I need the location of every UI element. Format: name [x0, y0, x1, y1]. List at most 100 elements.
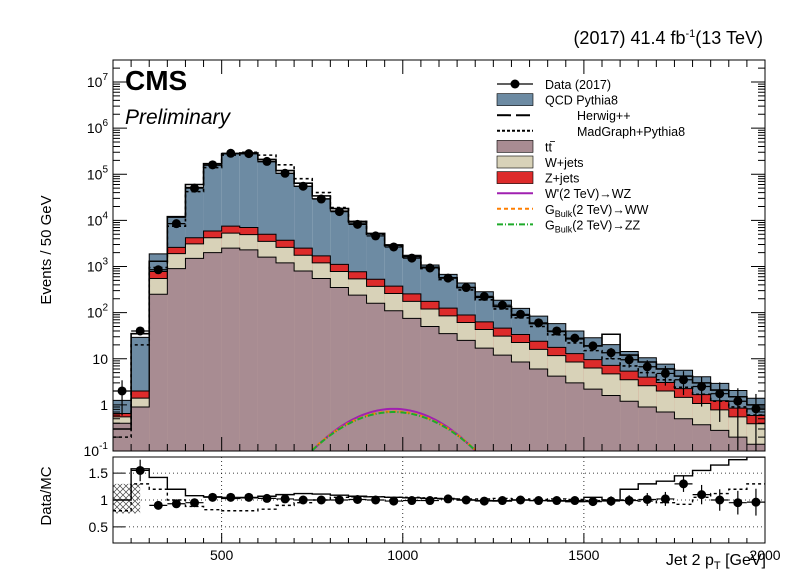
stack-bar-tt — [457, 340, 476, 451]
ratio-herwig-line — [113, 457, 765, 503]
signal-curve-2 — [311, 411, 476, 451]
stack-bar-tt — [221, 248, 240, 451]
stack-outline — [113, 232, 765, 425]
ratio-point — [624, 496, 634, 506]
legend-ttbar-label: tt — [545, 140, 552, 154]
experiment-label: CMS — [125, 65, 187, 96]
ratio-y-tick-label: 1 — [100, 492, 108, 508]
stack-bar-tt — [439, 333, 458, 451]
ratio-point — [407, 496, 417, 506]
data-point — [479, 291, 489, 301]
data-point — [190, 183, 199, 193]
legend-qcd-label: QCD Pythia8 — [545, 94, 618, 108]
legend-signal-label-0: W'(2 TeV)→WZ — [545, 187, 632, 201]
ratio-unc-band — [113, 483, 141, 514]
y-tick-label: 107 — [87, 72, 109, 90]
stack-bar-tt — [294, 270, 313, 451]
ratio-point — [733, 498, 743, 508]
y-tick-label: 104 — [87, 210, 109, 228]
x-tick-label: 500 — [210, 547, 234, 563]
stack-bar-tt — [638, 406, 657, 451]
ratio-point — [697, 490, 707, 500]
stack-bar-tt — [529, 368, 548, 451]
ratio-point — [208, 492, 218, 502]
stack-bar-tt — [402, 318, 421, 451]
stack-bar-tt — [547, 376, 566, 451]
y-tick-label: 103 — [87, 257, 109, 275]
legend-qcd-swatch — [496, 93, 534, 106]
data-point — [353, 219, 362, 229]
legend-data-label: Data (2017) — [545, 78, 611, 92]
data-point — [624, 355, 634, 365]
ratio-point — [298, 495, 308, 505]
y-axis-label: Events / 50 GeV — [38, 195, 55, 304]
stack-bar-tt — [475, 348, 494, 451]
ratio-point — [389, 496, 399, 506]
ratio-point — [371, 495, 381, 505]
stack-bar-tt — [602, 395, 621, 451]
stack-bar-tt — [203, 252, 222, 451]
stack-bar-tt — [656, 412, 675, 451]
stack-bar-tt — [149, 294, 168, 451]
data-point — [389, 242, 399, 252]
data-point — [171, 219, 181, 229]
ratio-point — [516, 495, 525, 505]
stack-bar-tt — [511, 362, 530, 451]
status-label: Preliminary — [125, 106, 232, 129]
main-plot-area — [113, 148, 765, 451]
data-point — [660, 368, 670, 378]
data-point — [443, 273, 453, 283]
ratio-point — [171, 499, 181, 509]
data-point — [280, 168, 290, 178]
ratio-point — [606, 496, 616, 506]
data-point — [642, 362, 652, 372]
ratio-point — [226, 492, 236, 502]
ratio-point — [262, 493, 272, 503]
legend-wjets-label: W+jets — [545, 156, 584, 170]
y-tick-label: 102 — [87, 303, 109, 321]
ratio-point — [353, 494, 362, 504]
ratio-point — [497, 496, 507, 506]
x-tick-label: 1000 — [387, 547, 418, 563]
stack-bar-tt — [692, 424, 711, 451]
stack-bar-tt — [710, 430, 729, 451]
stack-bar-tt — [167, 268, 186, 451]
legend-data-marker — [510, 79, 520, 89]
y-tick-label: 10 — [92, 351, 108, 367]
stack-bar-tt — [330, 287, 349, 451]
data-point — [371, 231, 381, 241]
ratio-point — [443, 494, 453, 504]
data-point — [153, 265, 163, 275]
data-point — [117, 386, 127, 396]
ratio-point — [588, 497, 598, 507]
lumi-exponent: -1 — [686, 28, 696, 40]
data-point — [679, 375, 688, 385]
stack-bar-tt — [113, 423, 132, 451]
stack-bar-tt — [674, 418, 693, 451]
ratio-point — [461, 495, 471, 505]
stack-bar-tt — [312, 278, 331, 451]
data-point — [697, 382, 707, 392]
data-point — [461, 283, 471, 293]
legend-signal-label-2: GBulk(2 TeV)→ZZ — [545, 218, 640, 234]
x-axis-label: Jet 2 pT [GeV] — [666, 552, 766, 572]
data-point — [534, 318, 544, 328]
data-point — [407, 253, 417, 263]
data-point — [552, 326, 562, 336]
stack-bar-tt — [493, 355, 512, 451]
stack-bar-tt — [565, 382, 584, 451]
ratio-point — [552, 496, 562, 506]
ratio-y-axis-label: Data/MC — [38, 466, 55, 525]
data-point — [516, 309, 525, 319]
stack-bar-tt — [366, 303, 385, 451]
stack-bar-tt — [131, 406, 150, 451]
stack-bar-tt — [420, 326, 439, 451]
data-point — [226, 148, 236, 158]
legend-madgraph-label: MadGraph+Pythia8 — [577, 125, 685, 139]
ratio-point — [244, 492, 254, 502]
data-point — [606, 348, 616, 358]
stack-bar-tt — [276, 262, 295, 451]
ratio-point — [534, 496, 544, 506]
